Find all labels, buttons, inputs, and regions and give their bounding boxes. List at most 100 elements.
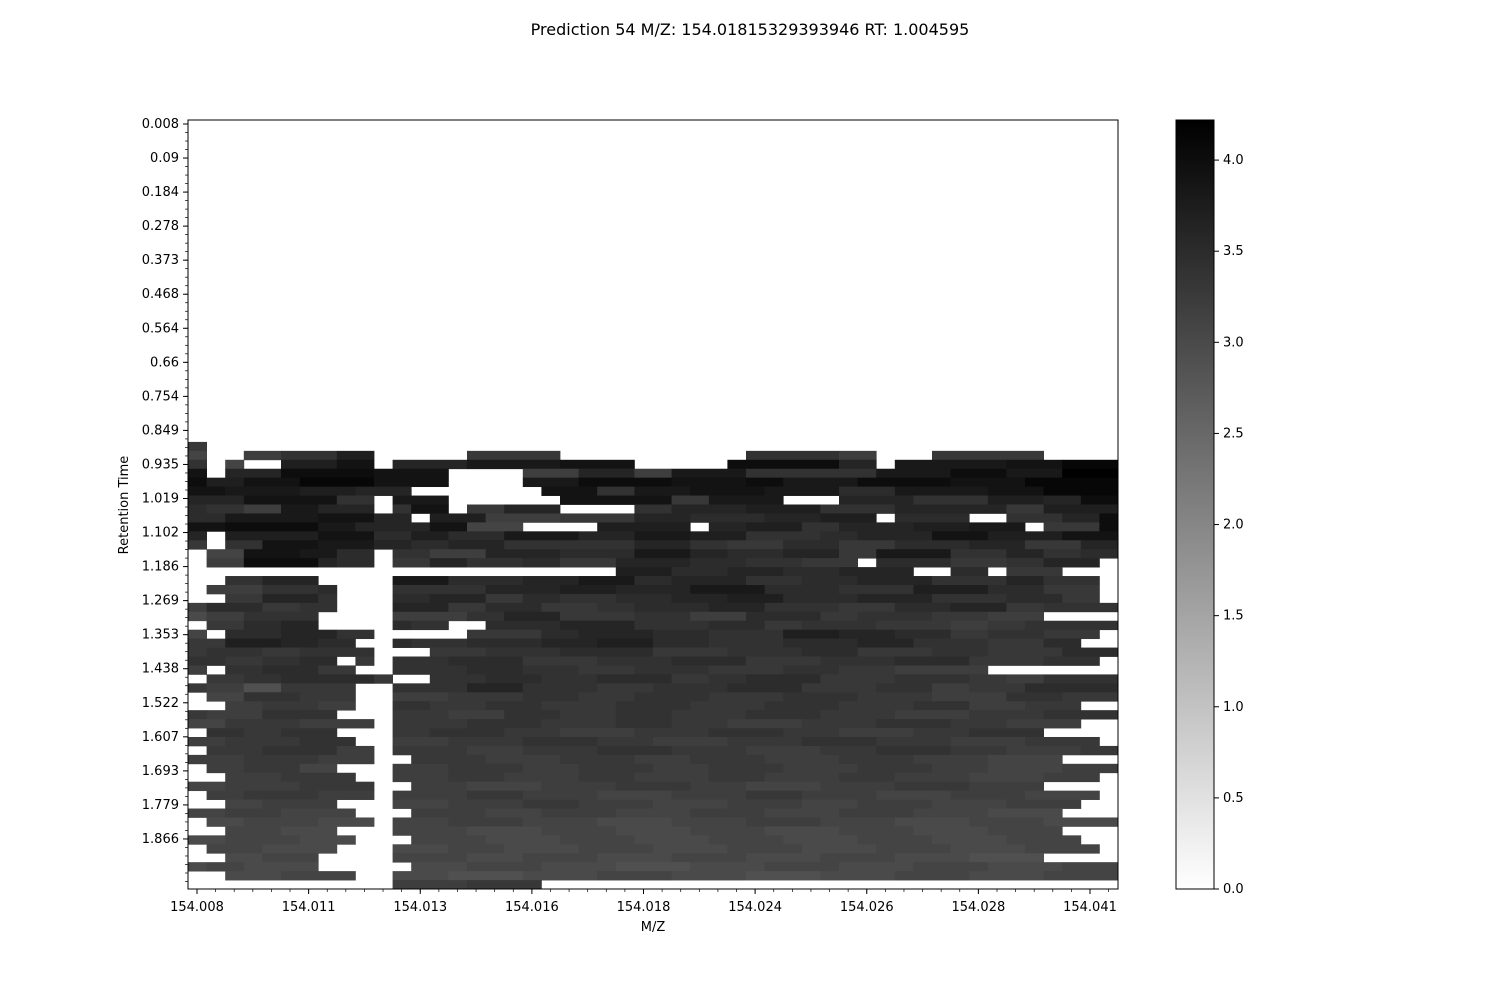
heatmap-cell bbox=[448, 531, 505, 541]
heatmap-cell bbox=[522, 683, 598, 693]
heatmap-cell bbox=[299, 763, 338, 774]
heatmap-cell bbox=[355, 522, 431, 532]
y-tick-label: 1.866 bbox=[142, 832, 179, 847]
heatmap-cell bbox=[839, 665, 896, 675]
heatmap-cell bbox=[746, 576, 803, 586]
heatmap-cell bbox=[541, 674, 598, 684]
heatmap-cell bbox=[299, 781, 375, 792]
heatmap-cell bbox=[1006, 674, 1044, 684]
heatmap-cell bbox=[783, 835, 858, 845]
heatmap-cell bbox=[336, 629, 375, 640]
heatmap-cell bbox=[188, 665, 207, 675]
heatmap-cell bbox=[522, 656, 598, 666]
heatmap-cell bbox=[615, 593, 672, 604]
heatmap-cell bbox=[671, 871, 747, 881]
y-tick-label: 1.779 bbox=[142, 798, 179, 813]
heatmap-cell bbox=[392, 763, 449, 774]
heatmap-cell bbox=[262, 602, 300, 613]
heatmap-cell bbox=[318, 817, 375, 827]
heatmap-cell bbox=[1006, 593, 1063, 604]
heatmap-cell bbox=[597, 656, 672, 666]
heatmap-cell bbox=[987, 647, 1063, 657]
heatmap-cell bbox=[578, 772, 635, 783]
heatmap-cell bbox=[206, 745, 263, 756]
heatmap-cell bbox=[225, 736, 300, 747]
heatmap-cell bbox=[225, 826, 282, 836]
heatmap-cell bbox=[1006, 576, 1044, 586]
heatmap-cell bbox=[411, 754, 486, 765]
heatmap-cell bbox=[392, 871, 449, 881]
heatmap-cell bbox=[950, 468, 1007, 479]
heatmap-cell bbox=[783, 468, 821, 479]
heatmap-cell bbox=[876, 719, 951, 729]
heatmap-cell bbox=[839, 808, 914, 818]
heatmap-cell bbox=[1025, 620, 1119, 631]
heatmap-cell bbox=[1043, 638, 1082, 648]
heatmap-cell bbox=[801, 719, 877, 729]
heatmap-cell bbox=[411, 504, 449, 514]
heatmap-cell bbox=[969, 817, 1044, 827]
heatmap-cell bbox=[876, 549, 951, 559]
heatmap-cell bbox=[634, 504, 672, 514]
heatmap-cell bbox=[969, 674, 1007, 684]
heatmap-cell bbox=[839, 540, 896, 550]
heatmap-cell bbox=[801, 799, 858, 809]
heatmap-cell bbox=[876, 745, 951, 756]
heatmap-cell bbox=[188, 683, 207, 693]
heatmap-cell bbox=[1043, 710, 1119, 720]
heatmap-cell bbox=[857, 638, 914, 648]
heatmap-cell bbox=[281, 638, 319, 648]
heatmap-cell bbox=[690, 549, 728, 559]
heatmap-cell bbox=[894, 772, 970, 783]
heatmap-cell bbox=[783, 629, 840, 640]
heatmap-cell bbox=[839, 584, 914, 595]
heatmap-cell bbox=[578, 844, 654, 854]
heatmap-cell bbox=[987, 826, 1063, 836]
heatmap-cell bbox=[950, 844, 1026, 854]
heatmap-cell bbox=[355, 656, 375, 666]
colorbar-tick-label: 4.0 bbox=[1223, 153, 1244, 168]
heatmap-cell bbox=[615, 862, 691, 872]
heatmap-cell bbox=[876, 620, 951, 631]
heatmap-cell bbox=[727, 567, 784, 577]
heatmap-cell bbox=[262, 540, 319, 550]
heatmap-cell bbox=[448, 871, 524, 881]
heatmap-cell bbox=[318, 558, 338, 568]
heatmap-cell bbox=[1043, 871, 1119, 881]
heatmap-cell bbox=[1006, 549, 1044, 559]
heatmap-cell bbox=[225, 531, 319, 541]
heatmap-cell bbox=[225, 540, 263, 550]
x-tick-label: 154.018 bbox=[617, 900, 671, 915]
heatmap-cell bbox=[336, 558, 375, 568]
heatmap-cell bbox=[746, 450, 840, 461]
x-tick-label: 154.041 bbox=[1063, 900, 1117, 915]
heatmap-cell bbox=[894, 513, 970, 523]
heatmap-cell bbox=[932, 799, 1007, 809]
heatmap-cell bbox=[560, 754, 635, 765]
heatmap-cell bbox=[467, 522, 524, 532]
x-tick-label: 154.013 bbox=[393, 900, 447, 915]
heatmap-cell bbox=[206, 692, 245, 702]
heatmap-cell bbox=[578, 692, 635, 702]
heatmap-cell bbox=[225, 701, 263, 711]
heatmap-cell bbox=[448, 576, 524, 586]
heatmap-cell bbox=[1006, 719, 1082, 729]
heatmap-cell bbox=[913, 584, 989, 595]
heatmap-cell bbox=[336, 495, 375, 505]
heatmap-cell bbox=[1043, 656, 1100, 666]
heatmap-cell bbox=[225, 656, 263, 666]
heatmap-cell bbox=[374, 531, 412, 541]
heatmap-cell bbox=[671, 593, 728, 604]
heatmap-cell bbox=[504, 611, 561, 622]
heatmap-cell bbox=[299, 549, 338, 559]
heatmap-cell bbox=[727, 719, 803, 729]
heatmap-cell bbox=[243, 549, 300, 559]
heatmap-cell bbox=[448, 799, 524, 809]
heatmap-cell bbox=[206, 862, 245, 872]
colorbar-tick-label: 3.0 bbox=[1223, 335, 1244, 350]
heatmap-cell bbox=[932, 692, 1007, 702]
y-tick-label: 1.438 bbox=[142, 662, 179, 677]
heatmap-cell bbox=[1025, 701, 1082, 711]
heatmap-cell bbox=[188, 513, 226, 523]
heatmap-cell bbox=[188, 719, 226, 729]
